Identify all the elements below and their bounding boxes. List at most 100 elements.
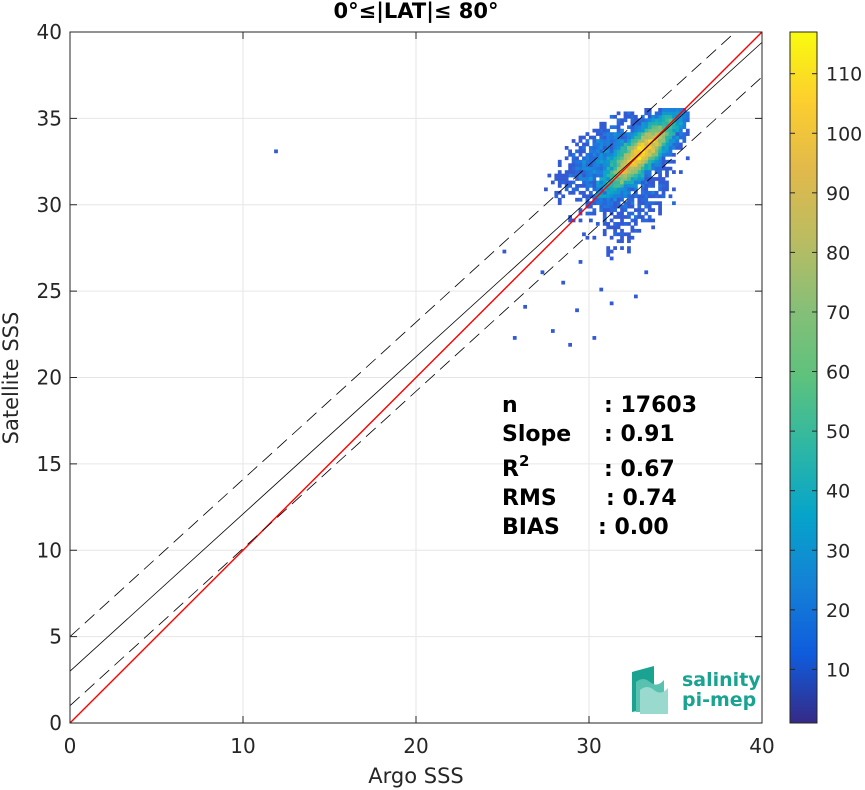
density-cell — [627, 232, 631, 237]
density-cell — [613, 114, 617, 119]
density-cell — [589, 204, 593, 209]
density-cell — [620, 211, 624, 216]
density-cell — [654, 159, 659, 164]
density-cell — [544, 187, 548, 192]
colorbar-tick-label: 30 — [826, 540, 850, 562]
density-cell — [682, 121, 687, 126]
density-cell — [599, 208, 604, 212]
density-cell — [592, 211, 597, 216]
density-cell — [578, 146, 583, 150]
density-cell — [627, 135, 631, 140]
density-cell — [609, 235, 614, 240]
density-cell — [637, 211, 642, 216]
density-cell — [647, 149, 652, 154]
density-cell — [665, 159, 669, 164]
density-cell — [613, 204, 617, 209]
reference-lines — [70, 32, 762, 723]
density-cell — [595, 142, 600, 147]
density-cell — [512, 336, 517, 340]
density-cell — [633, 149, 638, 154]
density-cell — [661, 132, 666, 136]
density-cell — [637, 156, 642, 161]
density-cell — [647, 194, 652, 199]
density-cell — [640, 201, 645, 206]
density-cell — [609, 135, 614, 140]
density-cell — [633, 194, 638, 199]
density-cell — [630, 125, 635, 130]
density-cell — [571, 156, 576, 161]
density-cell — [647, 118, 652, 123]
density-cell — [571, 173, 576, 178]
density-cell — [599, 177, 604, 181]
density-cell — [630, 121, 635, 126]
density-cell — [637, 128, 642, 133]
density-cell — [613, 201, 617, 206]
x-axis-label: Argo SSS — [368, 764, 463, 788]
density-cell — [606, 149, 611, 154]
density-cell — [630, 197, 635, 202]
density-cell — [654, 149, 659, 154]
density-cell — [644, 149, 649, 154]
density-cell — [609, 187, 614, 192]
y-tick-label: 20 — [37, 366, 62, 390]
density-cell — [557, 184, 562, 188]
density-cell — [668, 159, 673, 164]
density-cell — [661, 152, 666, 157]
density-cell — [665, 152, 669, 157]
density-cell — [640, 187, 645, 192]
density-cell — [637, 177, 642, 181]
density-cell — [616, 128, 621, 133]
density-cell — [630, 166, 635, 171]
density-cell — [665, 132, 669, 136]
stat-value: : 0.00 — [598, 515, 669, 540]
density-cell — [633, 170, 638, 174]
density-cell — [613, 180, 617, 185]
density-cell — [599, 135, 604, 140]
density-cell — [658, 177, 662, 181]
density-cell — [568, 170, 572, 174]
density-cell — [678, 170, 683, 174]
density-cell — [633, 173, 638, 178]
density-cell — [627, 215, 631, 219]
density-cell — [602, 190, 607, 195]
density-cell — [630, 156, 635, 161]
density-cell — [595, 146, 600, 150]
density-cell — [675, 108, 680, 112]
density-cell — [606, 166, 611, 171]
density-cell — [640, 163, 645, 168]
density-cell — [620, 146, 624, 150]
density-cell — [644, 177, 649, 181]
density-cell — [613, 208, 617, 212]
density-cell — [630, 163, 635, 168]
density-cell — [606, 225, 611, 230]
density-cell — [602, 194, 607, 199]
density-cell — [599, 142, 604, 147]
colorbar-tick-label: 40 — [826, 481, 850, 503]
density-cell — [630, 180, 635, 185]
density-cell — [620, 228, 624, 233]
density-cell — [623, 111, 628, 116]
density-cell — [637, 146, 642, 150]
density-cell — [595, 152, 600, 157]
density-cell — [550, 180, 555, 185]
density-cell — [620, 173, 624, 178]
density-cell — [613, 194, 617, 199]
density-cell — [599, 132, 604, 136]
density-cell — [630, 111, 635, 116]
density-cell — [661, 156, 666, 161]
density-cell — [571, 139, 576, 143]
density-cell — [585, 177, 590, 181]
density-cell — [616, 225, 621, 230]
density-cell — [595, 190, 600, 195]
density-cell — [633, 177, 638, 181]
density-cell — [557, 201, 562, 206]
density-cell — [627, 184, 631, 188]
density-cell — [620, 142, 624, 147]
density-cell — [578, 152, 583, 157]
density-cell — [606, 197, 611, 202]
density-cell — [661, 190, 666, 195]
density-cell — [620, 149, 624, 154]
density-cell — [661, 194, 666, 199]
x-tick-label: 40 — [749, 734, 774, 758]
density-cell — [595, 132, 600, 136]
